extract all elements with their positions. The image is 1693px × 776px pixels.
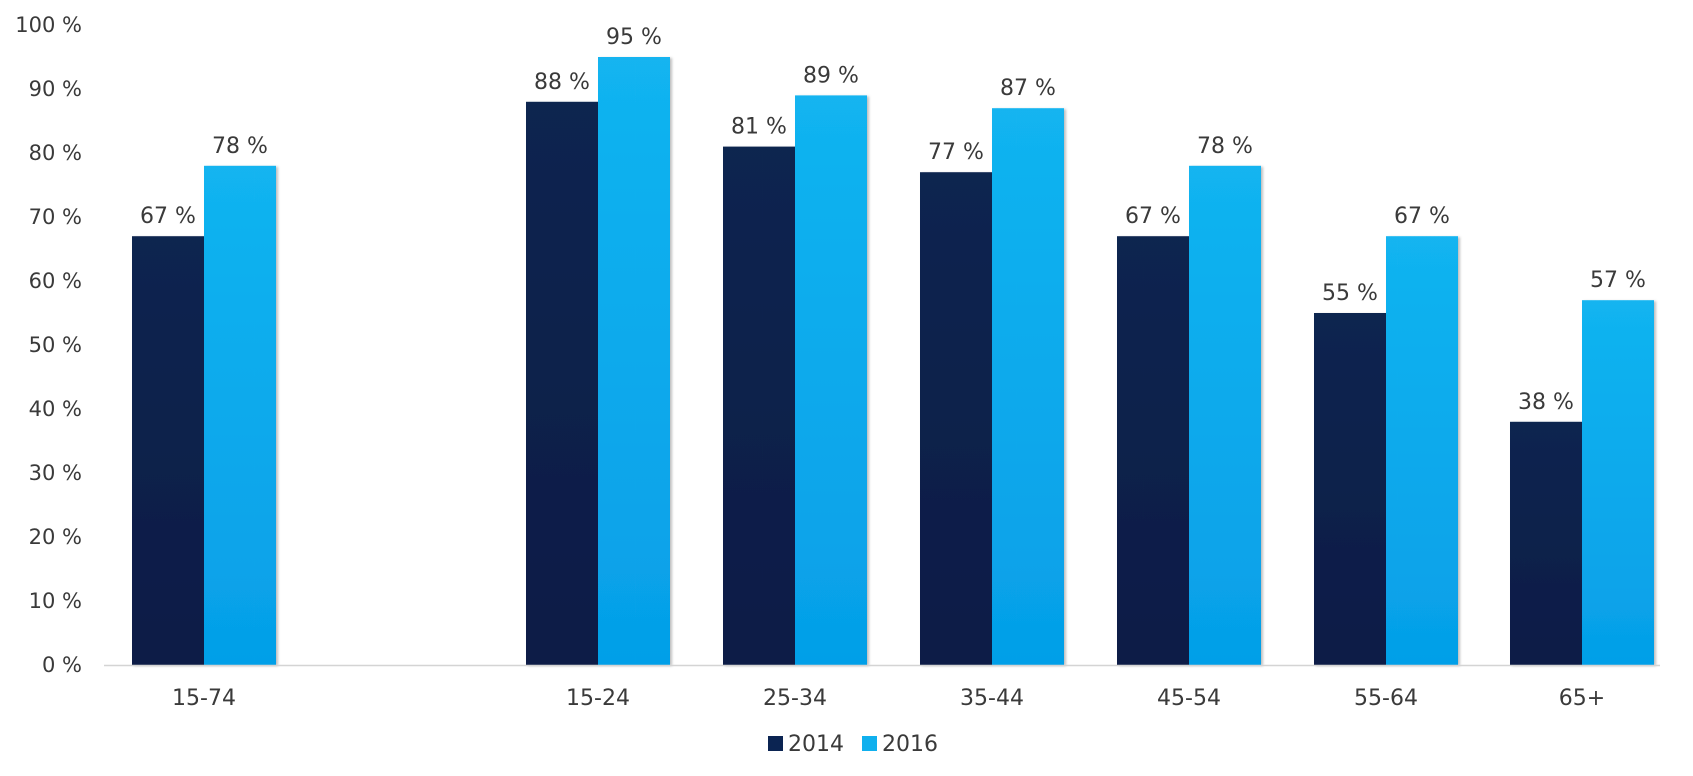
- legend: 2014 2016: [768, 732, 938, 757]
- legend-label-2014: 2014: [788, 732, 844, 757]
- data-label-2016-55-64: 67 %: [1394, 204, 1450, 229]
- data-label-2014-65+: 38 %: [1518, 390, 1574, 415]
- y-tick-label: 40 %: [29, 397, 82, 421]
- bar-2014-65+: [1510, 421, 1582, 665]
- x-category-label: 35-44: [960, 686, 1024, 711]
- legend-swatch-2014: [768, 736, 783, 751]
- bar-2016-65+: [1582, 300, 1654, 665]
- y-tick-label: 20 %: [29, 525, 82, 549]
- y-tick-label: 100 %: [15, 13, 82, 37]
- y-axis: 0 % 10 % 20 % 30 % 40 % 50 % 60 % 70 % 80 % 90 % 1…: [15, 13, 82, 677]
- bar-2016-35-44: [992, 108, 1064, 665]
- bar-2016-55-64: [1386, 236, 1458, 665]
- data-label-2014-55-64: 55 %: [1322, 281, 1378, 306]
- data-label-2016-15-74: 78 %: [212, 134, 268, 159]
- y-tick-label: 70 %: [29, 205, 82, 229]
- data-label-2014-45-54: 67 %: [1125, 204, 1181, 229]
- data-label-2016-35-44: 87 %: [1000, 76, 1056, 101]
- x-category-label: 25-34: [763, 686, 827, 711]
- bars: [132, 57, 1654, 666]
- x-category-label: 15-24: [566, 686, 630, 711]
- data-label-2016-65+: 57 %: [1590, 268, 1646, 293]
- data-label-2014-15-24: 88 %: [534, 70, 590, 95]
- data-label-2014-25-34: 81 %: [731, 115, 787, 140]
- bar-2016-25-34: [795, 95, 867, 665]
- data-label-2014-15-74: 67 %: [140, 204, 196, 229]
- data-label-2016-45-54: 78 %: [1197, 134, 1253, 159]
- x-axis: 15-74 15-24 25-34 35-44 45-54 55-64 65+: [172, 686, 1605, 711]
- bar-2016-15-74: [204, 165, 276, 666]
- y-tick-label: 90 %: [29, 77, 82, 101]
- data-label-2016-15-24: 95 %: [606, 25, 662, 50]
- legend-swatch-2016: [862, 736, 877, 751]
- data-label-2014-35-44: 77 %: [928, 140, 984, 165]
- y-tick-label: 30 %: [29, 461, 82, 485]
- y-tick-label: 50 %: [29, 333, 82, 357]
- y-tick-label: 80 %: [29, 141, 82, 165]
- bar-2014-35-44: [920, 172, 992, 665]
- y-tick-label: 0 %: [42, 653, 82, 677]
- x-category-label: 55-64: [1354, 686, 1418, 711]
- y-tick-label: 10 %: [29, 589, 82, 613]
- bar-2016-15-24: [598, 57, 670, 665]
- bar-2014-15-74: [132, 236, 204, 665]
- x-category-label: 15-74: [172, 686, 236, 711]
- bar-2014-25-34: [723, 146, 795, 666]
- data-label-2016-25-34: 89 %: [803, 63, 859, 88]
- bar-2014-55-64: [1314, 313, 1386, 665]
- x-category-label: 45-54: [1157, 686, 1221, 711]
- x-category-label: 65+: [1559, 686, 1605, 711]
- data-labels: 67 % 88 % 81 % 77 % 67 % 55 % 38 % 78 % 95 % 89 %…: [140, 25, 1646, 415]
- legend-label-2016: 2016: [882, 732, 938, 757]
- bar-2016-45-54: [1189, 165, 1261, 666]
- bar-2014-45-54: [1117, 236, 1189, 665]
- y-tick-label: 60 %: [29, 269, 82, 293]
- bar-2014-15-24: [526, 101, 598, 666]
